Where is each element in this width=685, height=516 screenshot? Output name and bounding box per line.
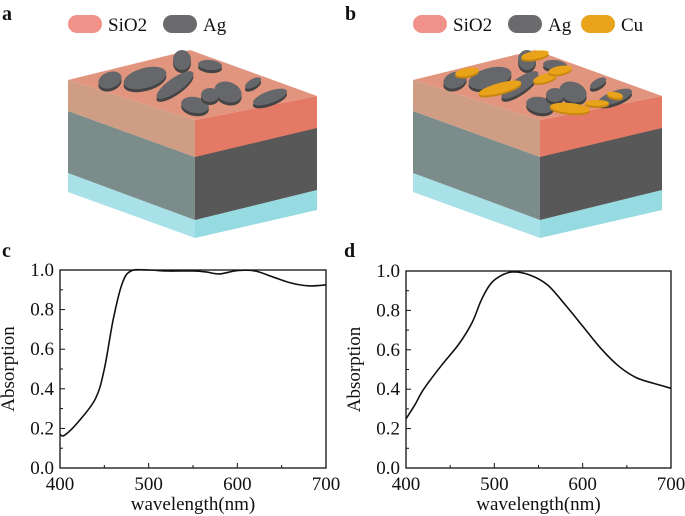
y-tick-label: 0.2 bbox=[30, 418, 54, 439]
sio2-front bbox=[68, 80, 195, 157]
ag-particle bbox=[559, 81, 587, 103]
ag-particle bbox=[546, 88, 564, 102]
chart-c: 400 500 600 700 0.0 0.2 0.4 0.6 0.8 1.0 wavelength… bbox=[0, 260, 340, 515]
plot-frame bbox=[405, 270, 672, 469]
y-tick-label: 0.8 bbox=[376, 300, 400, 321]
substrate-front bbox=[68, 173, 195, 238]
plot-frame bbox=[59, 269, 327, 469]
cu-particle bbox=[607, 91, 623, 99]
y-axis-label: Absorption bbox=[344, 326, 365, 412]
metal-layer-side bbox=[540, 128, 662, 220]
panel-label-b: b bbox=[345, 3, 356, 25]
substrate-front bbox=[413, 173, 540, 238]
legend-label-ag: Ag bbox=[203, 15, 227, 36]
x-tick-label: 700 bbox=[312, 474, 341, 495]
legend-swatch-cu bbox=[581, 15, 615, 33]
metal-layer-front bbox=[68, 111, 195, 220]
x-tick-label: 500 bbox=[480, 474, 509, 495]
ag-particle bbox=[173, 50, 191, 70]
cu-particle bbox=[455, 67, 479, 77]
y-tick-label: 1.0 bbox=[30, 260, 54, 281]
metal-layer-side bbox=[195, 128, 317, 220]
x-tick-label: 600 bbox=[223, 474, 252, 495]
legend-swatch-ag bbox=[508, 15, 542, 33]
ag-particle bbox=[252, 88, 288, 106]
layered-structure bbox=[68, 50, 317, 238]
x-tick-label: 400 bbox=[46, 474, 75, 495]
absorption-line bbox=[405, 271, 672, 420]
y-tick-label: 0.0 bbox=[376, 458, 400, 479]
ag-particle bbox=[123, 66, 167, 90]
x-tick-label: 400 bbox=[392, 474, 421, 495]
cu-particle bbox=[548, 65, 572, 75]
cu-particle bbox=[521, 50, 549, 60]
legend-swatch-ag bbox=[163, 15, 197, 33]
panel-a-diagram: a SiO2 Ag bbox=[2, 3, 317, 238]
y-tick-label: 0.4 bbox=[376, 379, 400, 400]
legend-label-sio2: SiO2 bbox=[108, 15, 147, 36]
x-axis-label: wavelength(nm) bbox=[476, 494, 601, 515]
panel-label-a: a bbox=[2, 3, 12, 25]
sio2-side bbox=[195, 96, 317, 157]
sio2-side bbox=[540, 96, 662, 157]
sio2-front bbox=[413, 80, 540, 157]
y-tick-label: 0.4 bbox=[30, 379, 54, 400]
ag-particle bbox=[244, 77, 262, 89]
chart-d: 400 500 600 700 0.0 0.2 0.4 0.6 0.8 1.0 wavelength… bbox=[344, 261, 685, 515]
layered-structure bbox=[413, 50, 662, 238]
y-tick-label: 1.0 bbox=[376, 261, 400, 282]
ag-particle bbox=[156, 71, 194, 99]
panel-label-c: c bbox=[2, 240, 11, 262]
panel-label-d: d bbox=[344, 240, 355, 262]
metal-layer-front bbox=[413, 111, 540, 220]
legend-label-sio2: SiO2 bbox=[453, 15, 492, 36]
legend-label-cu: Cu bbox=[621, 15, 644, 36]
substrate-side bbox=[540, 190, 662, 238]
legend-swatch-sio2 bbox=[413, 15, 447, 33]
y-tick-label: 0.8 bbox=[30, 300, 54, 321]
absorption-line bbox=[59, 268, 327, 437]
y-tick-label: 0.2 bbox=[376, 419, 400, 440]
x-tick-label: 500 bbox=[134, 474, 163, 495]
x-tick-label: 700 bbox=[657, 474, 685, 495]
ag-particle bbox=[198, 59, 222, 71]
y-axis-label: Absorption bbox=[0, 326, 19, 412]
cu-particle bbox=[585, 100, 609, 106]
legend-swatch-sio2 bbox=[68, 15, 102, 33]
cu-particle bbox=[550, 102, 590, 114]
x-tick-label: 600 bbox=[568, 474, 597, 495]
x-axis-label: wavelength(nm) bbox=[131, 494, 256, 515]
legend-label-ag: Ag bbox=[548, 15, 572, 36]
ag-particle bbox=[214, 81, 242, 103]
cu-particle bbox=[478, 80, 522, 96]
y-tick-label: 0.6 bbox=[376, 340, 400, 361]
ag-particle bbox=[98, 71, 122, 89]
y-tick-label: 0.6 bbox=[30, 339, 54, 360]
ag-particle bbox=[201, 88, 219, 102]
panel-b-diagram: b SiO2 Ag Cu bbox=[345, 3, 662, 238]
ag-particle bbox=[589, 77, 607, 89]
y-tick-label: 0.0 bbox=[30, 458, 54, 479]
substrate-side bbox=[195, 190, 317, 238]
